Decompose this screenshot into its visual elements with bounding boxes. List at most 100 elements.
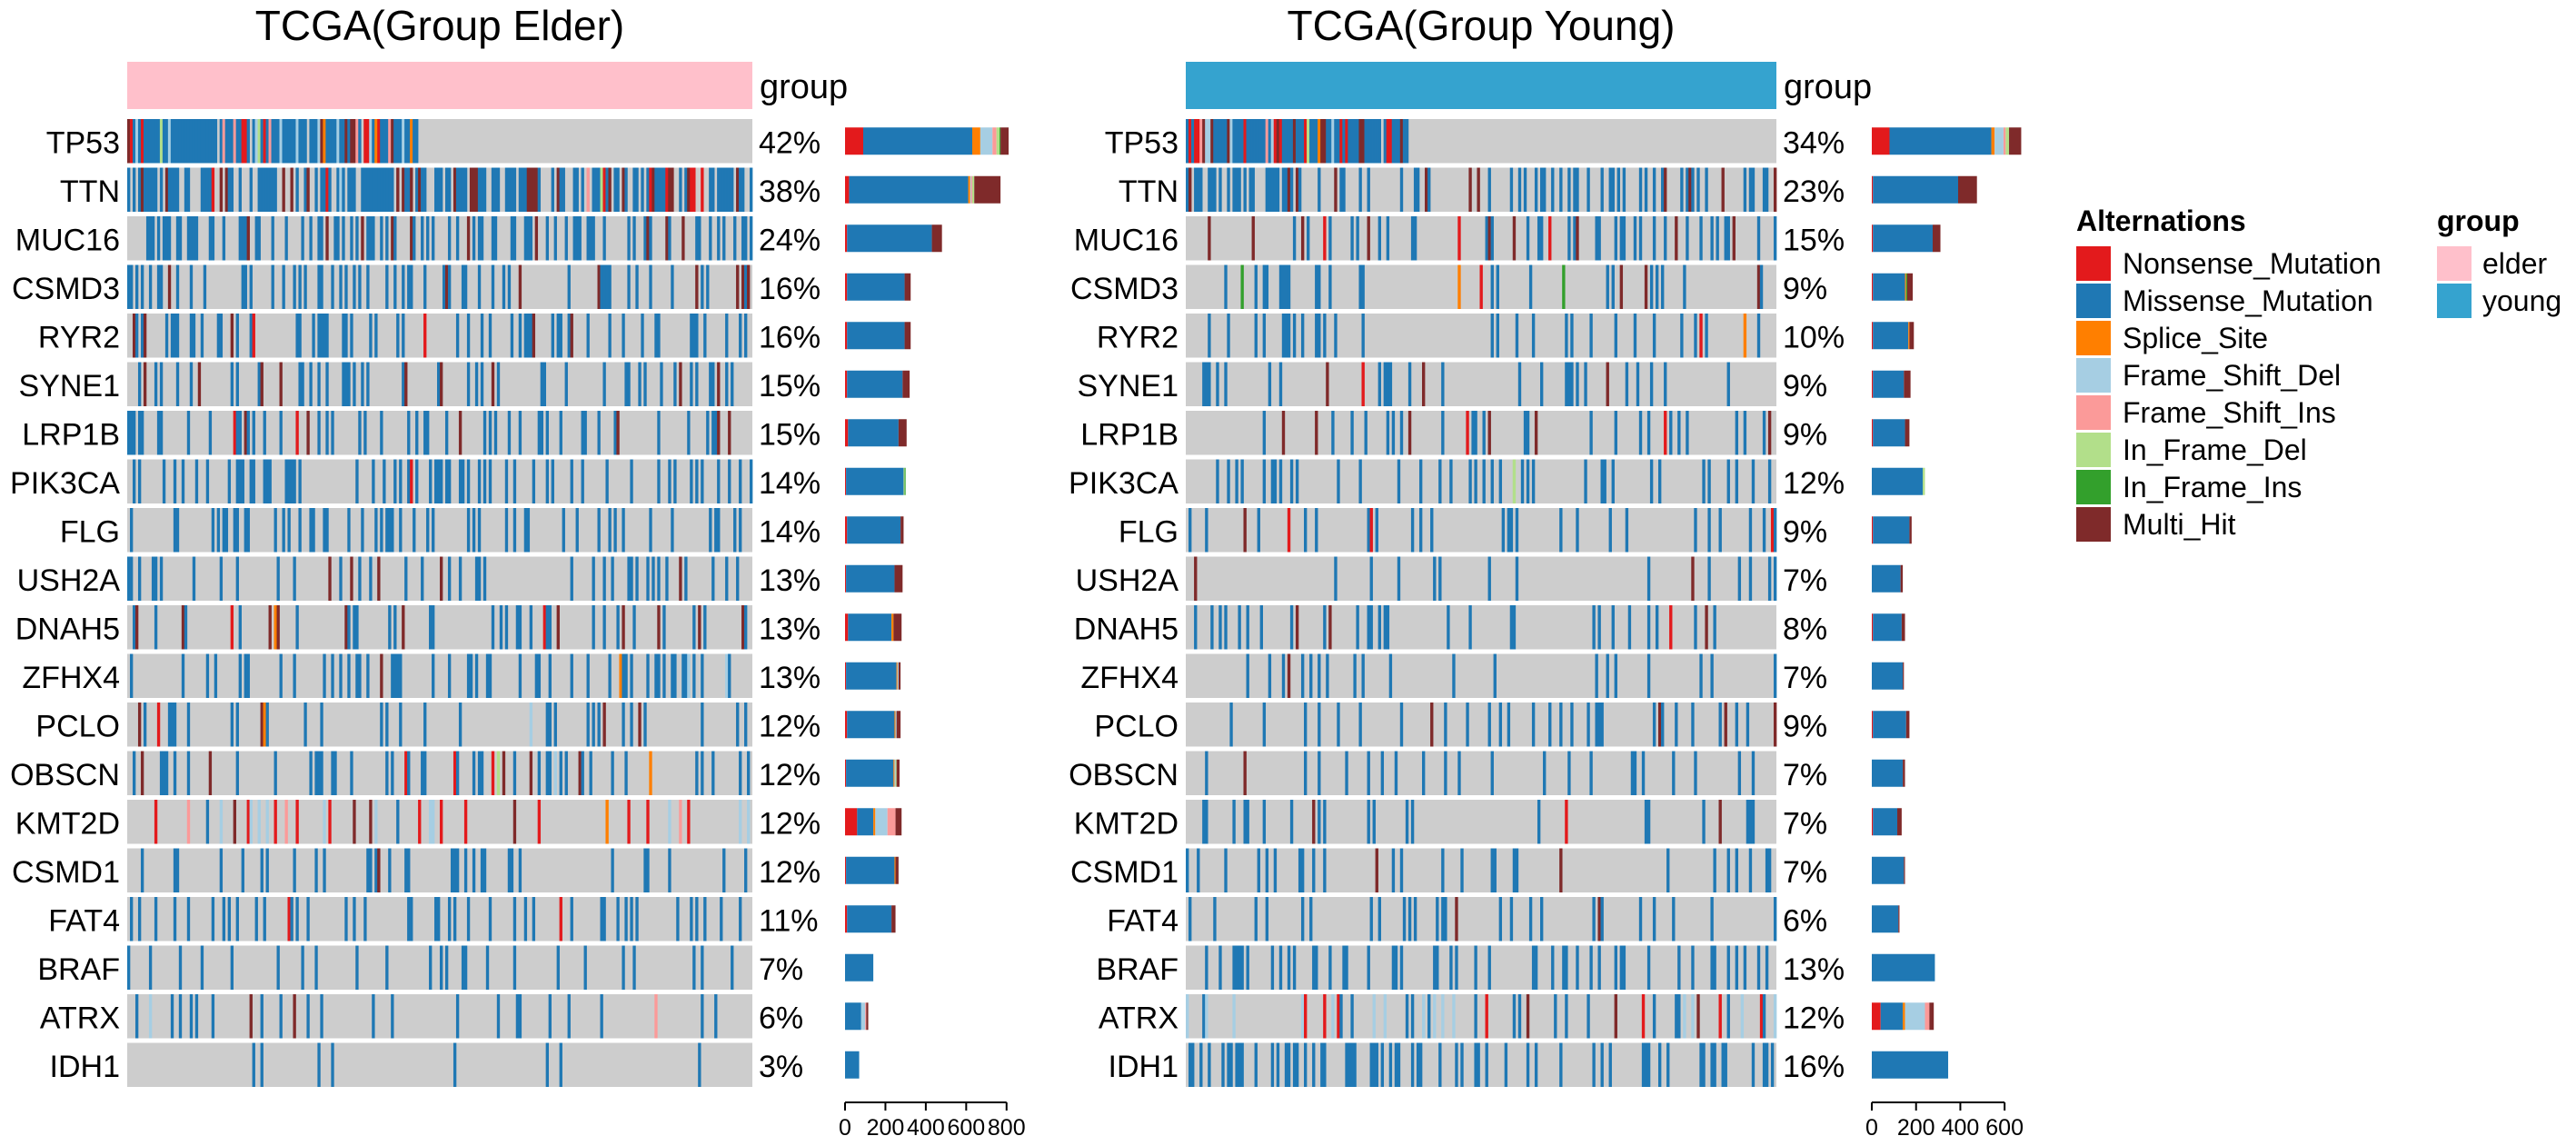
mutation-cell [252,314,255,358]
mutation-cell [529,167,533,212]
mutation-cell [246,411,250,455]
mutation-cell [1619,216,1624,261]
mutation-cell [504,167,509,212]
mutation-cell [447,653,452,698]
mutation-cell [526,216,531,261]
mutation-cell [1350,216,1354,261]
mutation-cell [413,119,416,164]
mutation-cell [203,264,207,309]
mutation-cell [1438,1042,1442,1087]
mutation-cell [1229,1042,1233,1087]
count-bar-segment [904,467,906,495]
mutation-cell [668,216,671,261]
mutation-cell [434,167,438,212]
mutation-cell [167,264,172,309]
mutation-cell [496,751,501,795]
mutation-cell [1276,167,1280,212]
mutation-cell [491,167,495,212]
mutation-cell [1413,216,1417,261]
count-bar-segment [1873,808,1898,836]
mutation-cell [317,411,321,455]
mutation-cell [415,411,419,455]
mutation-cell [553,216,557,261]
mutation-cell [434,897,438,942]
mutation-cell [736,556,740,601]
mutation-cell [353,167,356,212]
mutation-cell [472,167,476,212]
mutation-cell [175,848,180,892]
mutation-cell [1334,556,1338,601]
mutation-cell [1441,411,1445,455]
mutation-cell [372,216,375,261]
mutation-cell [1559,508,1563,553]
mutation-cell [317,751,321,795]
mutation-cell [333,216,337,261]
mutation-cell [429,459,433,503]
gene-label: RYR2 [38,320,120,354]
mutation-cell [227,167,232,212]
mutation-cell [739,897,742,942]
mutation-cell [129,508,134,553]
mutation-cell [1468,605,1472,650]
mutation-cell [559,1042,562,1087]
mutation-cell [1474,1042,1477,1087]
mutation-cell [1517,167,1522,212]
mutation-cell [233,411,236,455]
mutation-cell [553,703,557,747]
mutation-cell [1369,897,1373,942]
mutation-cell [1320,1042,1324,1087]
mutation-cell [1652,314,1656,358]
count-bar-segment [893,759,895,787]
mutation-cell [1740,994,1745,1039]
mutation-cell [181,605,185,650]
count-bar-segment [2009,127,2022,155]
mutation-cell [665,216,669,261]
mutation-cell [154,897,158,942]
mutation-cell [1227,1042,1230,1087]
mutation-cell [301,119,304,164]
mutation-cell [162,216,166,261]
mutation-cell [534,653,539,698]
mutation-cell [353,605,356,650]
mutation-cell [145,216,150,261]
mutation-cell [1477,1042,1480,1087]
mutation-cell [1570,314,1574,358]
mutation-cell [567,264,571,309]
mutation-cell [673,362,677,406]
mutation-cell [178,994,183,1039]
mutation-cell [1318,800,1321,844]
mutation-cell [309,751,313,795]
mutation-cell [298,362,302,406]
mutation-cell [586,653,590,698]
mutation-cell [1718,703,1722,747]
count-bar-segment [845,370,848,398]
mutation-cell [657,314,661,358]
mutation-cell [347,508,351,553]
count-bar-segment [1873,516,1910,544]
mutation-cell [399,459,403,503]
mutation-cell [1342,119,1346,164]
mutation-cell [238,605,242,650]
mutation-cell [1418,1042,1423,1087]
mutation-cell [1683,264,1686,309]
gene-row-background [1186,653,1776,698]
mutation-cell [1318,119,1321,164]
mutation-cell [512,459,517,503]
mutation-cell [1210,605,1214,650]
mutation-cell [480,751,484,795]
mutation-cell [608,264,612,309]
count-bar-segment [996,127,1000,155]
gene-percent-label: 12% [759,709,821,743]
mutation-cell [444,167,449,212]
mutation-cell [1315,264,1318,309]
count-bar-segment [1905,419,1910,447]
mutation-cell [355,216,359,261]
mutation-cell [455,848,460,892]
mutation-cell [714,508,718,553]
mutation-cell [1496,264,1499,309]
mutation-cell [1666,848,1670,892]
mutation-cell [668,800,671,844]
gene-percent-label: 12% [1783,466,1845,501]
mutation-cell [512,216,517,261]
